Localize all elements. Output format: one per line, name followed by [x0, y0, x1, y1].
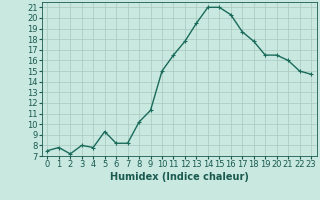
X-axis label: Humidex (Indice chaleur): Humidex (Indice chaleur)	[110, 172, 249, 182]
